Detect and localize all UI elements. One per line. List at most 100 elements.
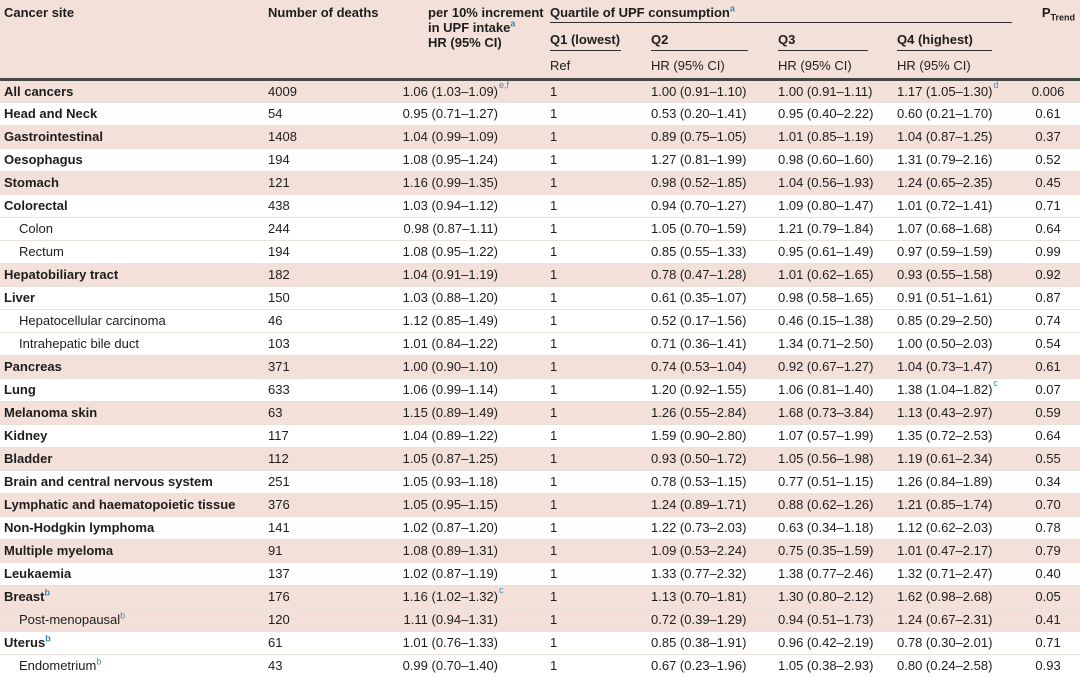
cancer-site-name: Intrahepatic bile duct bbox=[19, 336, 139, 351]
p-trend-cell: 0.41 bbox=[1016, 607, 1080, 631]
table-row: Rectum 194 1.08 (0.95–1.22) 1 0.85 (0.55… bbox=[0, 239, 1080, 263]
q2-hr-cell: 0.71 (0.36–1.41) bbox=[645, 331, 772, 355]
q4-hr-cell: 1.19 (0.61–2.34) bbox=[892, 446, 1017, 470]
header-q2-hr: HR (95% CI) bbox=[645, 51, 772, 81]
q4-hr-value: 1.01 (0.47–2.17) bbox=[897, 543, 993, 558]
hr-per10-value: 1.08 (0.89–1.31) bbox=[402, 543, 498, 558]
hr-per10-value: 1.05 (0.93–1.18) bbox=[402, 474, 498, 489]
cancer-site-name: Non-Hodgkin lymphoma bbox=[4, 520, 155, 535]
q2-hr-cell: 0.74 (0.53–1.04) bbox=[645, 354, 772, 378]
q4-hr-value: 0.93 (0.55–1.58) bbox=[897, 267, 993, 282]
q2-hr-cell: 1.00 (0.91–1.10) bbox=[645, 79, 772, 102]
hr-per10-cell: 1.00 (0.90–1.10) bbox=[388, 354, 540, 378]
footnote-marker: a bbox=[510, 18, 516, 29]
q4-hr-value: 1.13 (0.43–2.97) bbox=[897, 405, 993, 420]
q4-hr-cell: 0.85 (0.29–2.50) bbox=[892, 308, 1017, 332]
deaths-cell: 251 bbox=[268, 469, 388, 493]
hr-per10-cell: 0.95 (0.71–1.27) bbox=[388, 101, 540, 125]
q1-ref-cell: 1 bbox=[540, 446, 645, 470]
cancer-site-cell: Head and Neck bbox=[0, 101, 268, 125]
q4-hr-cell: 1.01 (0.47–2.17) bbox=[892, 538, 1017, 562]
hr-per10-cell: 1.08 (0.95–1.22) bbox=[388, 239, 540, 263]
q2-hr-cell: 0.78 (0.53–1.15) bbox=[645, 469, 772, 493]
cancer-site-name: Lung bbox=[4, 382, 36, 397]
q1-ref-cell: 1 bbox=[540, 400, 645, 424]
p-trend-cell: 0.64 bbox=[1016, 423, 1080, 447]
q1-ref-cell: 1 bbox=[540, 285, 645, 309]
q4-hr-value: 1.00 (0.50–2.03) bbox=[897, 336, 993, 351]
q3-hr-cell: 1.00 (0.91–1.11) bbox=[772, 79, 892, 102]
deaths-cell: 117 bbox=[268, 423, 388, 447]
q4-hr-cell: 1.07 (0.68–1.68) bbox=[892, 216, 1017, 240]
q4-hr-cell: 1.04 (0.87–1.25) bbox=[892, 124, 1017, 148]
table-row: Non-Hodgkin lymphoma 141 1.02 (0.87–1.20… bbox=[0, 515, 1080, 539]
q2-hr-cell: 0.53 (0.20–1.41) bbox=[645, 101, 772, 125]
q4-hr-cell: 1.17 (1.05–1.30) d bbox=[892, 79, 1017, 102]
footnote-marker: c bbox=[993, 378, 998, 388]
q4-hr-value: 1.32 (0.71–2.47) bbox=[897, 566, 993, 581]
q2-hr-cell: 1.33 (0.77–2.32) bbox=[645, 561, 772, 585]
q4-hr-cell: 1.12 (0.62–2.03) bbox=[892, 515, 1017, 539]
q4-hr-cell: 0.97 (0.59–1.59) bbox=[892, 239, 1017, 263]
q2-hr-cell: 1.26 (0.55–2.84) bbox=[645, 400, 772, 424]
q4-hr-cell: 0.93 (0.55–1.58) bbox=[892, 262, 1017, 286]
cancer-site-cell: Bladder bbox=[0, 446, 268, 470]
footnote-marker: a bbox=[729, 3, 735, 14]
q3-hr-cell: 1.05 (0.56–1.98) bbox=[772, 446, 892, 470]
p-trend-cell: 0.55 bbox=[1016, 446, 1080, 470]
p-trend-cell: 0.61 bbox=[1016, 101, 1080, 125]
q4-hr-value: 1.24 (0.67–2.31) bbox=[897, 612, 993, 627]
header-q4-hr: HR (95% CI) bbox=[892, 51, 1017, 81]
q1-ref-cell: 1 bbox=[540, 538, 645, 562]
q1-ref-cell: 1 bbox=[540, 377, 645, 401]
q4-hr-value: 1.62 (0.98–2.68) bbox=[897, 589, 993, 604]
q2-hr-cell: 0.93 (0.50–1.72) bbox=[645, 446, 772, 470]
q3-hr-cell: 1.05 (0.38–2.93) bbox=[772, 653, 892, 677]
hr-per10-value: 1.06 (0.99–1.14) bbox=[402, 382, 498, 397]
q3-hr-cell: 0.77 (0.51–1.15) bbox=[772, 469, 892, 493]
q4-hr-cell: 1.32 (0.71–2.47) bbox=[892, 561, 1017, 585]
q4-hr-cell: 1.35 (0.72–2.53) bbox=[892, 423, 1017, 447]
p-trend-cell: 0.70 bbox=[1016, 492, 1080, 516]
header-number-of-deaths-label: Number of deaths bbox=[268, 5, 379, 20]
q1-ref-cell: 1 bbox=[540, 331, 645, 355]
p-trend-cell: 0.92 bbox=[1016, 262, 1080, 286]
p-trend-cell: 0.07 bbox=[1016, 377, 1080, 401]
quartile-group-underline: Quartile of UPF consumptiona bbox=[550, 0, 1013, 23]
footnote-marker: b bbox=[45, 633, 51, 644]
q1-ref-cell: 1 bbox=[540, 262, 645, 286]
hr-per10-value: 1.05 (0.87–1.25) bbox=[402, 451, 498, 466]
cancer-site-name: Lymphatic and haematopoietic tissue bbox=[4, 497, 236, 512]
cancer-site-name: Pancreas bbox=[4, 359, 62, 374]
table-row: All cancers 4009 1.06 (1.03–1.09) e,f 1 1… bbox=[0, 79, 1080, 102]
p-trend-cell: 0.59 bbox=[1016, 400, 1080, 424]
hr-per10-cell: 1.06 (1.03–1.09) e,f bbox=[388, 79, 540, 102]
hr-per10-cell: 1.15 (0.89–1.49) bbox=[388, 400, 540, 424]
hr-per10-value: 1.02 (0.87–1.20) bbox=[402, 520, 498, 535]
q4-hr-value: 1.12 (0.62–2.03) bbox=[897, 520, 993, 535]
hr-per10-cell: 1.05 (0.87–1.25) bbox=[388, 446, 540, 470]
hr-per10-value: 1.04 (0.91–1.19) bbox=[402, 267, 498, 282]
header-per10-line1: per 10% increment bbox=[428, 5, 544, 20]
deaths-cell: 371 bbox=[268, 354, 388, 378]
deaths-cell: 194 bbox=[268, 147, 388, 171]
q1-ref-cell: 1 bbox=[540, 607, 645, 631]
q3-hr-cell: 1.38 (0.77–2.46) bbox=[772, 561, 892, 585]
p-trend-cell: 0.52 bbox=[1016, 147, 1080, 171]
header-per10-line3: HR (95% CI) bbox=[428, 35, 502, 50]
cancer-site-name: Colon bbox=[19, 221, 53, 236]
q1-ref-cell: 1 bbox=[540, 492, 645, 516]
table-row: Colon 244 0.98 (0.87–1.11) 1 1.05 (0.70–… bbox=[0, 216, 1080, 240]
cancer-site-cell: Stomach bbox=[0, 170, 268, 194]
q3-hr-cell: 1.01 (0.85–1.19) bbox=[772, 124, 892, 148]
deaths-cell: 63 bbox=[268, 400, 388, 424]
table-row: Hepatocellular carcinoma 46 1.12 (0.85–1… bbox=[0, 308, 1080, 332]
q1-ref-cell: 1 bbox=[540, 584, 645, 608]
q3-hr-cell: 0.46 (0.15–1.38) bbox=[772, 308, 892, 332]
q3-hr-cell: 0.98 (0.60–1.60) bbox=[772, 147, 892, 171]
deaths-cell: 176 bbox=[268, 584, 388, 608]
hr-per10-value: 1.15 (0.89–1.49) bbox=[402, 405, 498, 420]
cancer-site-cell: Colorectal bbox=[0, 193, 268, 217]
q4-hr-cell: 1.26 (0.84–1.89) bbox=[892, 469, 1017, 493]
